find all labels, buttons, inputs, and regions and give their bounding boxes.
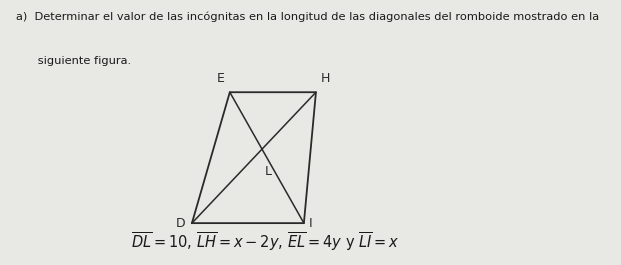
- Text: D: D: [175, 217, 185, 230]
- Text: L: L: [265, 165, 272, 178]
- Text: I: I: [309, 217, 313, 230]
- Text: $\overline{DL} = 10$, $\overline{LH} = x - 2y$, $\overline{EL} = 4y$ y $\overlin: $\overline{DL} = 10$, $\overline{LH} = x…: [132, 230, 400, 253]
- Text: H: H: [321, 72, 330, 85]
- Text: a)  Determinar el valor de las incógnitas en la longitud de las diagonales del r: a) Determinar el valor de las incógnitas…: [16, 11, 599, 22]
- Text: E: E: [217, 72, 225, 85]
- Text: siguiente figura.: siguiente figura.: [16, 56, 130, 66]
